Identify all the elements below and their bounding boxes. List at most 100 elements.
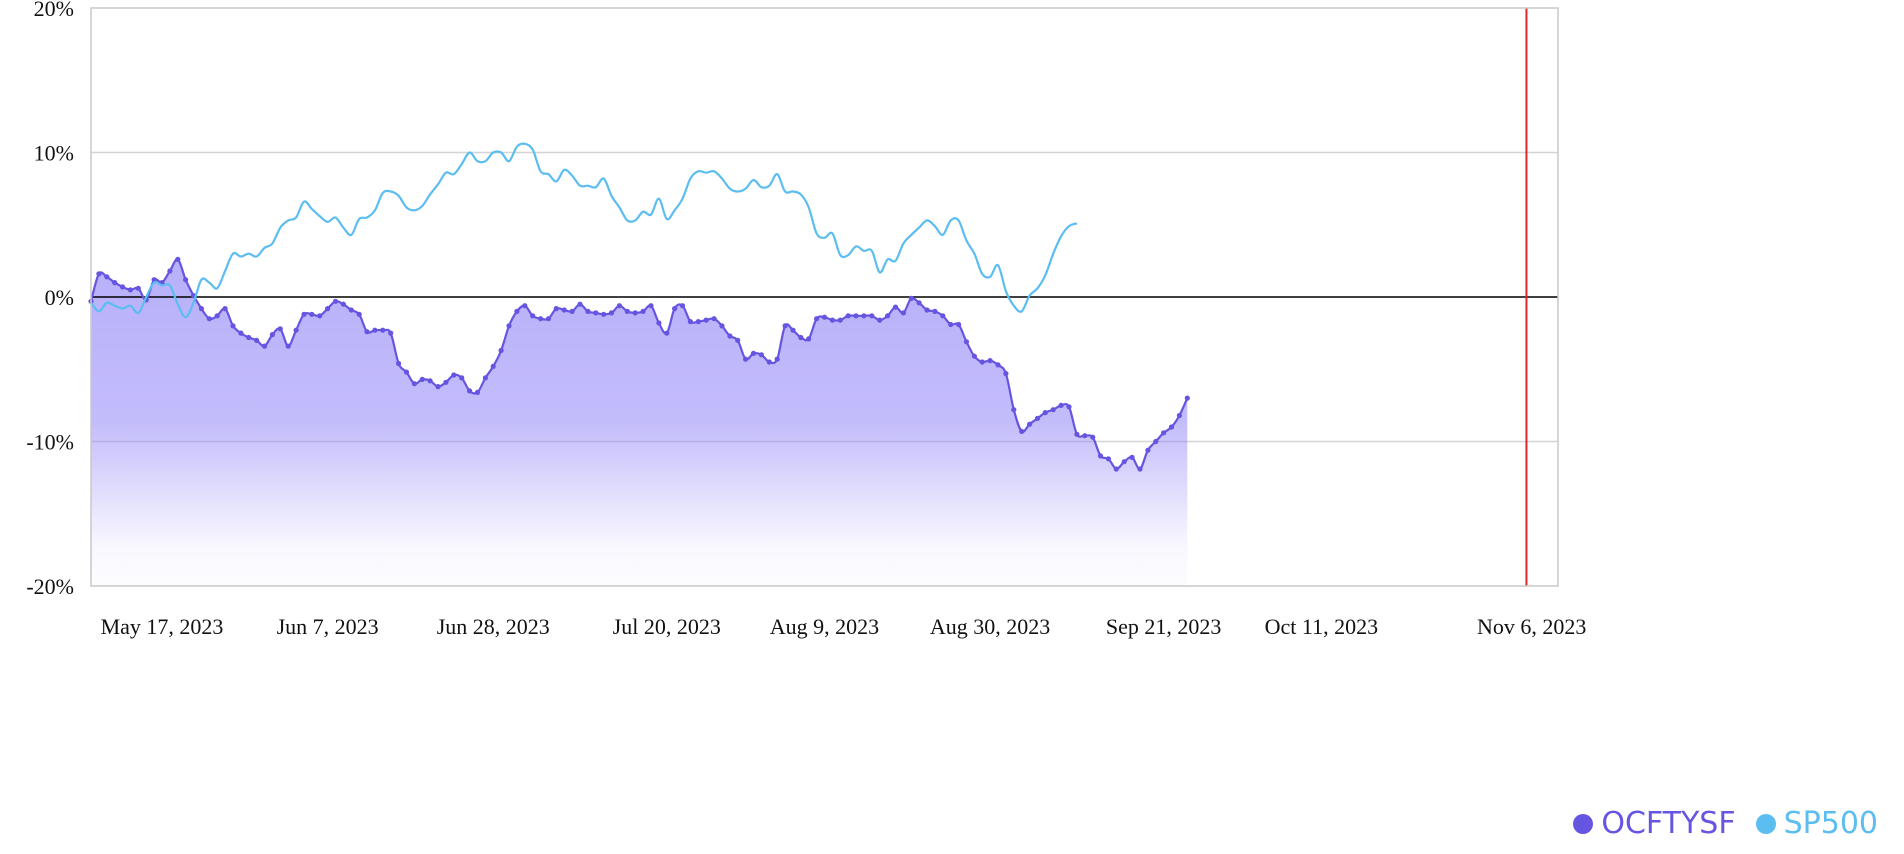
data-point[interactable] [1137, 466, 1143, 472]
data-point[interactable] [656, 320, 662, 326]
data-point[interactable] [474, 389, 481, 395]
data-point[interactable] [285, 343, 291, 349]
data-point[interactable] [672, 306, 678, 312]
data-point[interactable] [1105, 456, 1111, 462]
data-point[interactable] [254, 337, 260, 343]
data-point[interactable] [932, 308, 938, 314]
data-point[interactable] [127, 287, 133, 293]
data-point[interactable] [1050, 407, 1056, 413]
data-point[interactable] [277, 326, 283, 332]
data-point[interactable] [963, 339, 970, 345]
data-point[interactable] [1145, 447, 1151, 453]
data-point[interactable] [971, 353, 978, 359]
data-point[interactable] [774, 356, 780, 362]
data-point[interactable] [735, 337, 741, 343]
data-point[interactable] [1058, 402, 1064, 408]
data-point[interactable] [214, 313, 220, 319]
data-point[interactable] [845, 313, 851, 319]
data-point[interactable] [1074, 431, 1080, 437]
data-point[interactable] [679, 303, 686, 309]
data-point[interactable] [530, 313, 536, 319]
data-point[interactable] [1042, 410, 1048, 416]
data-point[interactable] [112, 280, 118, 286]
data-point[interactable] [1027, 421, 1033, 427]
data-point[interactable] [616, 303, 623, 309]
data-point[interactable] [1066, 404, 1072, 410]
data-point[interactable] [340, 301, 346, 307]
data-point[interactable] [1184, 395, 1190, 401]
data-point[interactable] [451, 372, 457, 378]
data-point[interactable] [750, 350, 757, 356]
data-point[interactable] [877, 317, 883, 323]
data-point[interactable] [506, 323, 512, 329]
data-point[interactable] [230, 323, 236, 329]
data-point[interactable] [1113, 466, 1119, 472]
data-point[interactable] [238, 330, 244, 336]
data-point[interactable] [514, 308, 520, 314]
data-point[interactable] [892, 304, 899, 310]
data-point[interactable] [916, 300, 922, 306]
data-point[interactable] [624, 308, 630, 314]
data-point[interactable] [490, 363, 496, 369]
data-point[interactable] [348, 307, 354, 313]
data-point[interactable] [119, 284, 126, 290]
data-point[interactable] [585, 308, 591, 314]
data-point[interactable] [837, 317, 843, 323]
data-point[interactable] [798, 334, 804, 341]
data-point[interactable] [861, 313, 867, 319]
data-point[interactable] [829, 317, 836, 323]
data-point[interactable] [167, 268, 173, 274]
data-point[interactable] [632, 310, 638, 316]
data-point[interactable] [703, 317, 709, 323]
data-point[interactable] [538, 316, 544, 322]
data-point[interactable] [664, 330, 670, 336]
data-point[interactable] [640, 308, 646, 314]
data-point[interactable] [301, 311, 307, 317]
data-point[interactable] [885, 313, 891, 319]
data-point[interactable] [403, 369, 410, 375]
data-point[interactable] [419, 376, 425, 382]
data-point[interactable] [569, 308, 575, 314]
data-point[interactable] [553, 306, 559, 312]
data-point[interactable] [261, 343, 268, 349]
data-point[interactable] [435, 384, 441, 390]
data-point[interactable] [979, 359, 985, 365]
data-point[interactable] [246, 334, 252, 341]
data-point[interactable] [987, 358, 993, 364]
data-point[interactable] [695, 319, 701, 325]
data-point[interactable] [1121, 459, 1127, 465]
data-point[interactable] [719, 323, 725, 329]
data-point[interactable] [648, 303, 654, 309]
data-point[interactable] [1090, 434, 1096, 440]
data-point[interactable] [766, 359, 772, 365]
data-point[interactable] [1097, 453, 1104, 459]
data-point[interactable] [1019, 428, 1025, 434]
data-point[interactable] [411, 381, 417, 387]
data-point[interactable] [790, 327, 796, 333]
data-point[interactable] [364, 329, 370, 335]
data-point[interactable] [545, 316, 552, 322]
data-point[interactable] [198, 306, 204, 312]
data-point[interactable] [175, 256, 181, 262]
data-point[interactable] [293, 327, 299, 333]
data-point[interactable] [1153, 438, 1159, 445]
data-point[interactable] [498, 347, 504, 354]
data-point[interactable] [561, 307, 567, 313]
data-point[interactable] [1161, 430, 1167, 436]
data-point[interactable] [900, 310, 907, 316]
legend-item-ocftysf[interactable]: OCFTYSF [1573, 806, 1736, 841]
data-point[interactable] [948, 321, 954, 328]
data-point[interactable] [380, 327, 386, 333]
data-point[interactable] [1003, 371, 1009, 377]
data-point[interactable] [325, 306, 331, 312]
data-point[interactable] [388, 330, 394, 336]
data-point[interactable] [104, 274, 110, 280]
data-point[interactable] [821, 314, 828, 320]
data-point[interactable] [608, 310, 615, 316]
data-point[interactable] [743, 356, 749, 362]
data-point[interactable] [782, 323, 788, 329]
data-point[interactable] [96, 271, 102, 277]
data-point[interactable] [853, 313, 859, 319]
data-point[interactable] [372, 327, 378, 333]
data-point[interactable] [758, 352, 765, 358]
